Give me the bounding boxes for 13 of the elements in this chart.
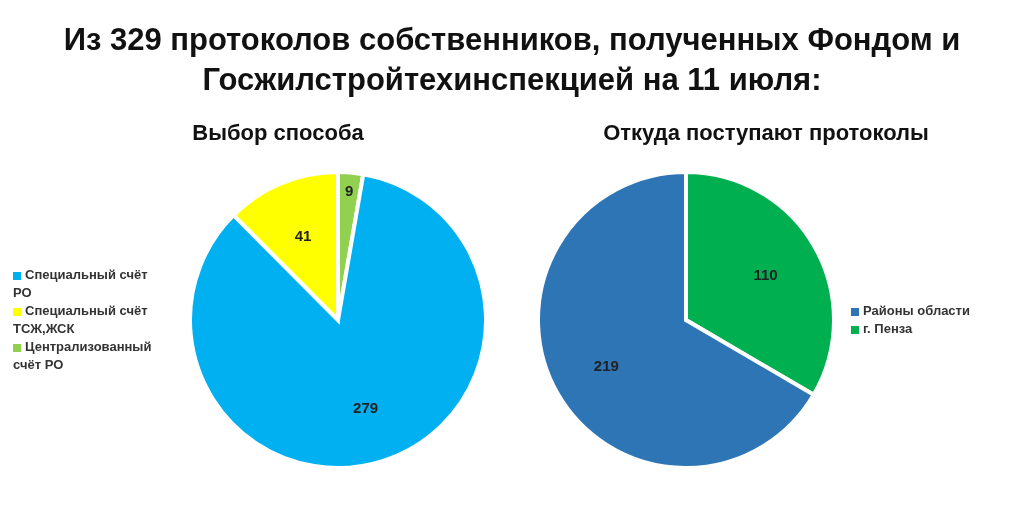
data-label: 41 xyxy=(294,226,312,244)
data-label: 110 xyxy=(753,265,778,283)
chart-title: Из 329 протоколов собственников, полученных Фондом и Госжилстройтехинспекцией на 11 июля: xyxy=(62,21,962,99)
legend-label: Специальный счёт ТСЖ,ЖСК xyxy=(13,303,148,336)
data-label: 279 xyxy=(353,399,379,417)
chart-subtitle: Выбор способа xyxy=(191,120,365,147)
legend-label: Районы области xyxy=(863,303,970,318)
chart-title: Откуда поступают протоколы xyxy=(602,120,930,147)
legend-label: г. Пенза xyxy=(863,321,913,336)
data-label: 9 xyxy=(345,181,354,199)
legend-label: Централизованный счёт РО xyxy=(13,339,152,372)
legend-label: Специальный счёт РО xyxy=(13,267,148,300)
data-label: 219 xyxy=(593,357,619,375)
